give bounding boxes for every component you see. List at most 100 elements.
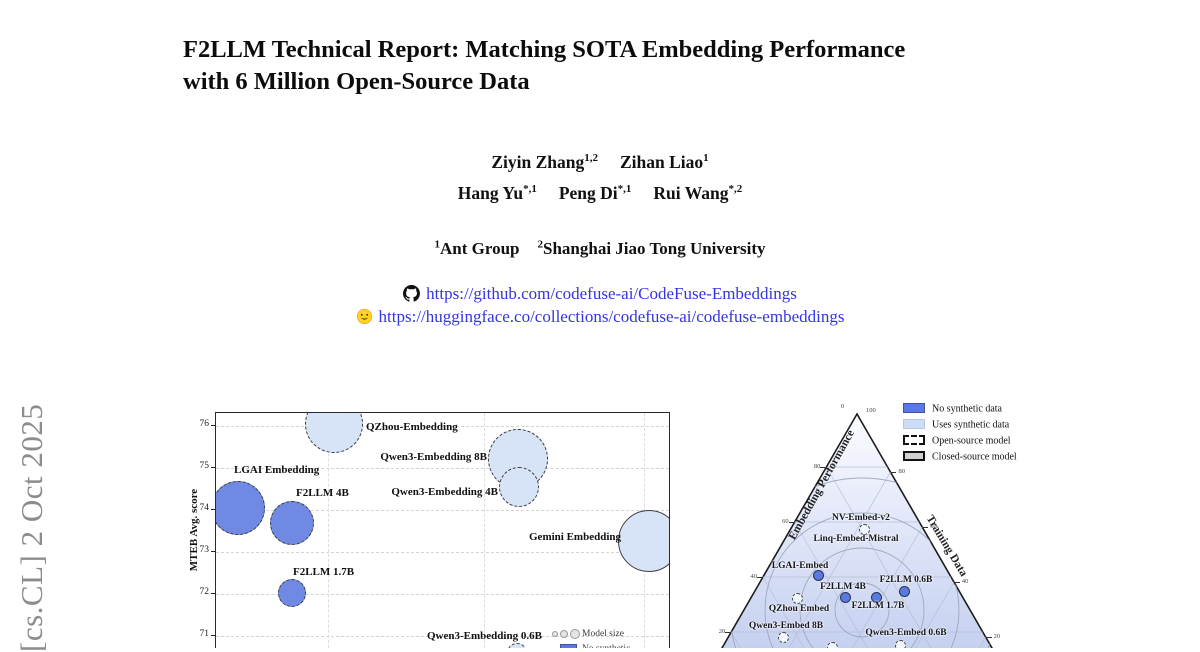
bubble-label: F2LLM 1.7B: [293, 566, 355, 578]
ternary-right-tick-mark: [954, 582, 960, 583]
arxiv-stamp: [cs.CL] 2 Oct 2025: [14, 403, 49, 652]
legend-swatch: [903, 403, 925, 413]
bubble-chart-ylabel: MTEB Avg. score: [188, 488, 200, 572]
ternary-point-label: F2LLM 1.7B: [851, 601, 905, 611]
ternary-point-label: LGAI-Embed: [771, 561, 829, 571]
affiliation-superscript: 1: [434, 238, 440, 250]
ternary-left-tick-label: 60: [782, 518, 789, 525]
huggingface-link[interactable]: https://huggingface.co/collections/codef…: [378, 307, 845, 326]
ternary-point: [826, 641, 838, 648]
legend-item: Closed-source model: [903, 451, 1017, 463]
ternary-point-label: Linq-Embed-Mistral: [813, 534, 899, 544]
affiliation-superscript: 2: [537, 238, 544, 250]
ternary-point-label: QZhou Embed: [768, 604, 830, 614]
author-superscript: *,1: [617, 183, 632, 196]
author-name: Rui Wang: [653, 183, 729, 203]
bubble-label: Qwen3-Embedding 8B: [380, 451, 487, 463]
ternary-left-tick-mark: [820, 467, 826, 468]
clipped-legend-label: No synthetic: [582, 644, 630, 648]
author: Peng Di*,1: [559, 183, 632, 203]
model-size-dot: [552, 631, 558, 637]
github-link[interactable]: https://github.com/codefuse-ai/CodeFuse-…: [426, 284, 797, 303]
ternary-point: [777, 631, 789, 643]
ternary-point: [812, 569, 824, 581]
author: Rui Wang*,2: [653, 183, 742, 203]
y-tick-label: 73: [199, 545, 210, 555]
affiliations: 1Ant Group 2Shanghai Jiao Tong University: [0, 238, 1200, 259]
legend-label: Uses synthetic data: [932, 419, 1010, 431]
legend-item: Open-source model: [903, 435, 1011, 447]
y-tick-label: 74: [199, 503, 210, 513]
gridline-h: [216, 426, 669, 427]
gridline-v: [328, 413, 329, 648]
bubble-label: QZhou-Embedding: [366, 421, 458, 433]
legend-swatch: [903, 419, 925, 429]
github-icon: [403, 285, 421, 307]
ternary-point: [791, 592, 803, 604]
affiliation-name: Ant Group: [439, 238, 520, 258]
github-link-row: https://github.com/codefuse-ai/CodeFuse-…: [0, 284, 1200, 307]
ternary-left-tick-label: 20: [718, 628, 726, 635]
ternary-point-label: F2LLM 4B: [820, 582, 866, 592]
chart-bubble: [507, 643, 527, 648]
y-tick-mark: [211, 509, 215, 510]
gridline-h: [216, 636, 669, 637]
author: Ziyin Zhang1,2: [491, 152, 598, 172]
y-tick-mark: [211, 467, 215, 468]
author-name: Peng Di: [558, 183, 618, 203]
ternary-right-tick-label: 80: [898, 468, 905, 475]
legend-swatch: [903, 435, 925, 445]
ternary-left-tick-label: 40: [750, 573, 757, 580]
bubble-chart-plot-area: QZhou-Embedding Qwen3-Embedding 8B Qwen3-E…: [215, 412, 670, 648]
paper-title: F2LLM Technical Report: Matching SOTA Em…: [183, 34, 1053, 98]
affiliation-name: Shanghai Jiao Tong University: [543, 238, 766, 258]
legend-item: Uses synthetic data: [903, 419, 1009, 431]
legend-label: Closed-source model: [932, 451, 1017, 463]
bubble-label: LGAI Embedding: [234, 464, 320, 476]
bubble-label: Qwen3-Embedding 0.6B: [427, 630, 542, 642]
author-name: Ziyin Zhang: [491, 152, 585, 172]
y-tick-label: 71: [199, 629, 210, 639]
chart-bubble: [499, 467, 539, 507]
clipped-legend-swatch: [560, 644, 577, 648]
y-tick-mark: [211, 551, 215, 552]
ternary-point: [839, 591, 851, 603]
bubble-label: Qwen3-Embedding 4B: [391, 486, 498, 498]
ternary-triangle: [721, 412, 995, 648]
ternary-left-tick-mark: [756, 577, 762, 578]
legend-swatch: [903, 451, 925, 461]
ternary-left-tick-mark: [788, 522, 794, 523]
ternary-point-label: Qwen3-Embed 8B: [748, 621, 824, 631]
bubble-label: F2LLM 4B: [296, 487, 349, 499]
ternary-left-tick-mark: [725, 632, 731, 633]
ternary-right-tick-label: 60: [930, 523, 937, 530]
ternary-point-label: F2LLM 0.6B: [879, 575, 933, 585]
bubble-chart-figure: MTEB Avg. score 76 75 74 73 72 71 QZhou-Embed…: [183, 390, 673, 648]
ternary-point: [898, 585, 910, 597]
affiliation: 1Ant Group: [434, 238, 520, 258]
ternary-right-tick-mark: [891, 472, 897, 473]
chart-bubble: [270, 501, 314, 545]
ternary-point: [858, 523, 870, 535]
ternary-right-tick-mark: [986, 637, 992, 638]
legend-item: No synthetic data: [903, 403, 1002, 415]
ternary-point: [870, 591, 882, 603]
y-tick-mark: [211, 425, 215, 426]
gridline-v: [484, 413, 485, 648]
author-superscript: *,2: [728, 183, 743, 196]
author-superscript: 1,2: [584, 152, 598, 165]
chart-bubble: [216, 481, 265, 535]
model-size-dot: [560, 630, 568, 638]
legend-label: No synthetic data: [932, 403, 1002, 415]
author-line-2: Hang Yu*,1 Peng Di*,1 Rui Wang*,2: [0, 183, 1200, 204]
ternary-point-label: NV-Embed-v2: [832, 513, 890, 523]
huggingface-link-row: https://huggingface.co/collections/codef…: [0, 307, 1200, 330]
chart-bubble: [278, 579, 306, 607]
y-tick-label: 76: [199, 419, 210, 429]
ternary-left-tick-label: 80: [813, 463, 821, 470]
affiliation: 2Shanghai Jiao Tong University: [537, 238, 766, 258]
model-size-label: Model size: [582, 629, 624, 640]
bubble-label: Gemini Embedding: [529, 531, 621, 543]
clipped-legend-row: No synthetic: [560, 644, 630, 648]
gridline-h: [216, 552, 669, 553]
